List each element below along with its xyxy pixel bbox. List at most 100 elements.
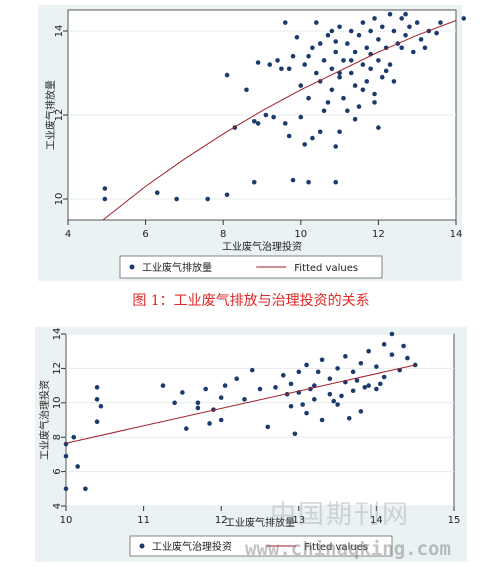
data-point xyxy=(195,405,201,411)
data-point xyxy=(300,402,305,407)
data-point xyxy=(286,66,292,72)
data-point xyxy=(102,186,108,191)
x-tick-label: 15 xyxy=(448,515,461,526)
data-point xyxy=(102,196,108,202)
data-point xyxy=(306,95,311,101)
data-point xyxy=(298,83,304,88)
data-point xyxy=(358,360,364,366)
data-point xyxy=(358,409,364,414)
data-point xyxy=(372,16,377,21)
data-point xyxy=(251,119,257,124)
legend-marker-scatter xyxy=(129,264,135,270)
data-point xyxy=(83,486,88,492)
y-axis-label: 工业废气治理投资 xyxy=(38,380,51,460)
x-tick-label: 6 xyxy=(142,229,148,240)
data-point xyxy=(350,388,356,394)
data-point xyxy=(403,11,408,17)
legend-box xyxy=(129,535,393,557)
data-point xyxy=(257,386,263,392)
data-point xyxy=(362,385,368,390)
data-point xyxy=(325,32,331,38)
legend-entry-line: Fitted values xyxy=(304,542,368,553)
data-point xyxy=(294,35,300,40)
legend-entry-scatter: 工业废气治理投资 xyxy=(152,540,232,553)
data-point xyxy=(234,376,240,382)
data-point xyxy=(352,116,358,122)
plot-area xyxy=(65,333,455,507)
data-point xyxy=(296,369,302,375)
data-point xyxy=(304,362,309,368)
data-point xyxy=(374,386,379,392)
data-point xyxy=(405,355,410,361)
data-point xyxy=(321,108,327,114)
data-point xyxy=(327,376,333,382)
y-tick-label: 14 xyxy=(52,328,63,341)
data-point xyxy=(343,354,348,359)
data-point xyxy=(399,45,404,51)
legend-entry-scatter: 工业废气排放量 xyxy=(142,261,212,274)
data-point xyxy=(364,45,370,51)
data-point xyxy=(172,400,177,406)
fitted-line xyxy=(65,364,416,444)
data-point xyxy=(391,28,397,34)
data-point xyxy=(94,385,100,390)
data-point xyxy=(321,58,327,63)
data-point xyxy=(218,395,224,400)
data-point xyxy=(337,74,342,80)
data-point xyxy=(222,383,228,388)
data-point xyxy=(387,11,393,17)
data-point xyxy=(360,87,366,93)
data-point xyxy=(205,196,210,202)
data-point xyxy=(315,369,321,375)
data-point xyxy=(251,179,257,185)
data-point xyxy=(333,39,339,44)
x-tick-label: 12 xyxy=(215,515,228,526)
y-tick-label: 8 xyxy=(52,434,63,440)
x-tick-label: 11 xyxy=(137,515,150,526)
data-point xyxy=(280,372,286,378)
data-point xyxy=(360,20,366,25)
y-tick-label: 10 xyxy=(52,396,63,409)
data-point xyxy=(389,352,395,357)
data-point xyxy=(255,60,261,65)
data-point xyxy=(224,72,230,78)
data-point xyxy=(98,403,104,409)
data-point xyxy=(414,20,420,25)
data-point xyxy=(312,397,317,402)
data-point xyxy=(422,45,428,51)
data-point xyxy=(319,357,325,363)
data-point xyxy=(242,397,247,402)
data-point xyxy=(379,74,385,80)
data-point xyxy=(407,24,412,30)
data-point xyxy=(339,393,344,399)
data-point xyxy=(399,16,404,21)
x-tick-label: 10 xyxy=(294,229,307,240)
data-point xyxy=(314,70,319,76)
x-tick-label: 8 xyxy=(220,229,226,240)
y-tick-label: 4 xyxy=(52,503,63,509)
data-point xyxy=(333,144,339,149)
data-point xyxy=(381,374,387,380)
data-point xyxy=(387,62,393,67)
data-point xyxy=(434,30,439,36)
data-point xyxy=(292,431,298,437)
data-point xyxy=(288,403,294,409)
data-point xyxy=(180,390,185,395)
data-point xyxy=(337,24,342,30)
data-point xyxy=(348,58,354,63)
data-point xyxy=(329,28,335,34)
y-axis-label: 工业废气排放量 xyxy=(44,80,57,150)
data-point xyxy=(345,41,350,46)
data-point xyxy=(160,383,166,388)
data-point xyxy=(317,41,323,46)
y-tick-label: 12 xyxy=(54,109,65,122)
data-point xyxy=(267,62,273,67)
data-point xyxy=(314,20,319,25)
data-point xyxy=(348,70,354,76)
data-point xyxy=(379,24,385,30)
data-point xyxy=(286,133,292,139)
data-point xyxy=(310,45,315,51)
data-point xyxy=(298,114,304,120)
data-point xyxy=(306,53,311,59)
data-point xyxy=(94,397,100,402)
